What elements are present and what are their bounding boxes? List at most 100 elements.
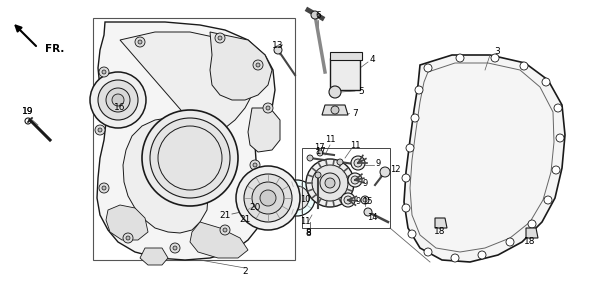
Circle shape	[215, 33, 225, 43]
Text: 4: 4	[370, 54, 376, 64]
Circle shape	[348, 173, 362, 187]
Text: 7: 7	[352, 108, 358, 117]
Circle shape	[123, 233, 133, 243]
Circle shape	[90, 72, 146, 128]
Text: 2: 2	[242, 268, 248, 277]
Text: 9: 9	[375, 159, 381, 167]
Circle shape	[411, 114, 419, 122]
Polygon shape	[210, 32, 272, 100]
Circle shape	[315, 172, 321, 178]
Circle shape	[542, 78, 550, 86]
Circle shape	[312, 165, 348, 201]
Circle shape	[528, 220, 536, 228]
Circle shape	[98, 128, 102, 132]
Text: 10: 10	[300, 196, 310, 204]
Circle shape	[135, 37, 145, 47]
Text: 18: 18	[525, 237, 536, 247]
Circle shape	[279, 180, 315, 216]
Circle shape	[98, 80, 138, 120]
Circle shape	[325, 178, 335, 188]
Circle shape	[285, 186, 309, 210]
Circle shape	[253, 60, 263, 70]
Circle shape	[424, 64, 432, 72]
Text: 21: 21	[240, 216, 251, 225]
Circle shape	[311, 11, 319, 19]
Circle shape	[344, 196, 352, 204]
Text: 3: 3	[494, 48, 500, 57]
Circle shape	[363, 198, 367, 202]
Polygon shape	[322, 105, 348, 115]
Circle shape	[402, 204, 410, 212]
Circle shape	[170, 243, 180, 253]
Circle shape	[544, 196, 552, 204]
Polygon shape	[120, 32, 255, 233]
Text: 6: 6	[315, 11, 321, 20]
Circle shape	[266, 106, 270, 110]
Circle shape	[250, 160, 260, 170]
Polygon shape	[404, 55, 565, 262]
Circle shape	[112, 94, 124, 106]
Circle shape	[138, 40, 142, 44]
Text: 14: 14	[367, 213, 377, 222]
Text: 19: 19	[22, 107, 34, 116]
Circle shape	[337, 159, 343, 165]
Circle shape	[223, 228, 227, 232]
Text: 11: 11	[324, 135, 335, 144]
Circle shape	[253, 163, 257, 167]
Polygon shape	[330, 52, 362, 60]
Circle shape	[456, 54, 464, 62]
Text: 17: 17	[315, 147, 326, 157]
Circle shape	[263, 103, 273, 113]
Circle shape	[218, 36, 222, 40]
Circle shape	[408, 230, 416, 238]
Circle shape	[491, 54, 499, 62]
Circle shape	[351, 156, 365, 170]
Polygon shape	[330, 58, 360, 90]
Polygon shape	[97, 22, 275, 260]
Circle shape	[274, 46, 282, 54]
Text: 8: 8	[305, 228, 311, 237]
Circle shape	[451, 254, 459, 262]
Text: 19: 19	[22, 107, 34, 116]
Polygon shape	[435, 218, 447, 228]
Text: 20: 20	[250, 203, 261, 213]
Text: 9: 9	[362, 178, 368, 188]
Polygon shape	[140, 248, 168, 265]
Circle shape	[102, 186, 106, 190]
Polygon shape	[190, 222, 248, 258]
Text: 11: 11	[350, 141, 360, 150]
Circle shape	[329, 86, 341, 98]
Circle shape	[320, 173, 340, 193]
Circle shape	[506, 238, 514, 246]
Circle shape	[307, 155, 313, 161]
Circle shape	[556, 134, 564, 142]
Text: 12: 12	[390, 166, 401, 175]
Text: 13: 13	[272, 41, 284, 49]
Circle shape	[554, 104, 562, 112]
Circle shape	[173, 246, 177, 250]
Text: 8: 8	[305, 229, 311, 238]
Circle shape	[380, 167, 390, 177]
Circle shape	[102, 70, 106, 74]
Text: 5: 5	[358, 86, 364, 95]
Circle shape	[256, 63, 260, 67]
Polygon shape	[526, 228, 538, 238]
Circle shape	[361, 196, 369, 204]
Text: 18: 18	[434, 228, 446, 237]
Text: 9: 9	[355, 197, 360, 206]
Circle shape	[520, 62, 528, 70]
Text: 16: 16	[114, 103, 126, 111]
Circle shape	[126, 236, 130, 240]
Text: 17: 17	[314, 144, 324, 153]
Text: 21: 21	[219, 210, 231, 219]
Polygon shape	[248, 108, 280, 152]
Circle shape	[220, 225, 230, 235]
Circle shape	[99, 67, 109, 77]
Polygon shape	[106, 205, 148, 240]
Circle shape	[415, 86, 423, 94]
Circle shape	[150, 118, 230, 198]
Circle shape	[252, 182, 284, 214]
Circle shape	[402, 174, 410, 182]
Circle shape	[424, 248, 432, 256]
Circle shape	[351, 176, 359, 184]
